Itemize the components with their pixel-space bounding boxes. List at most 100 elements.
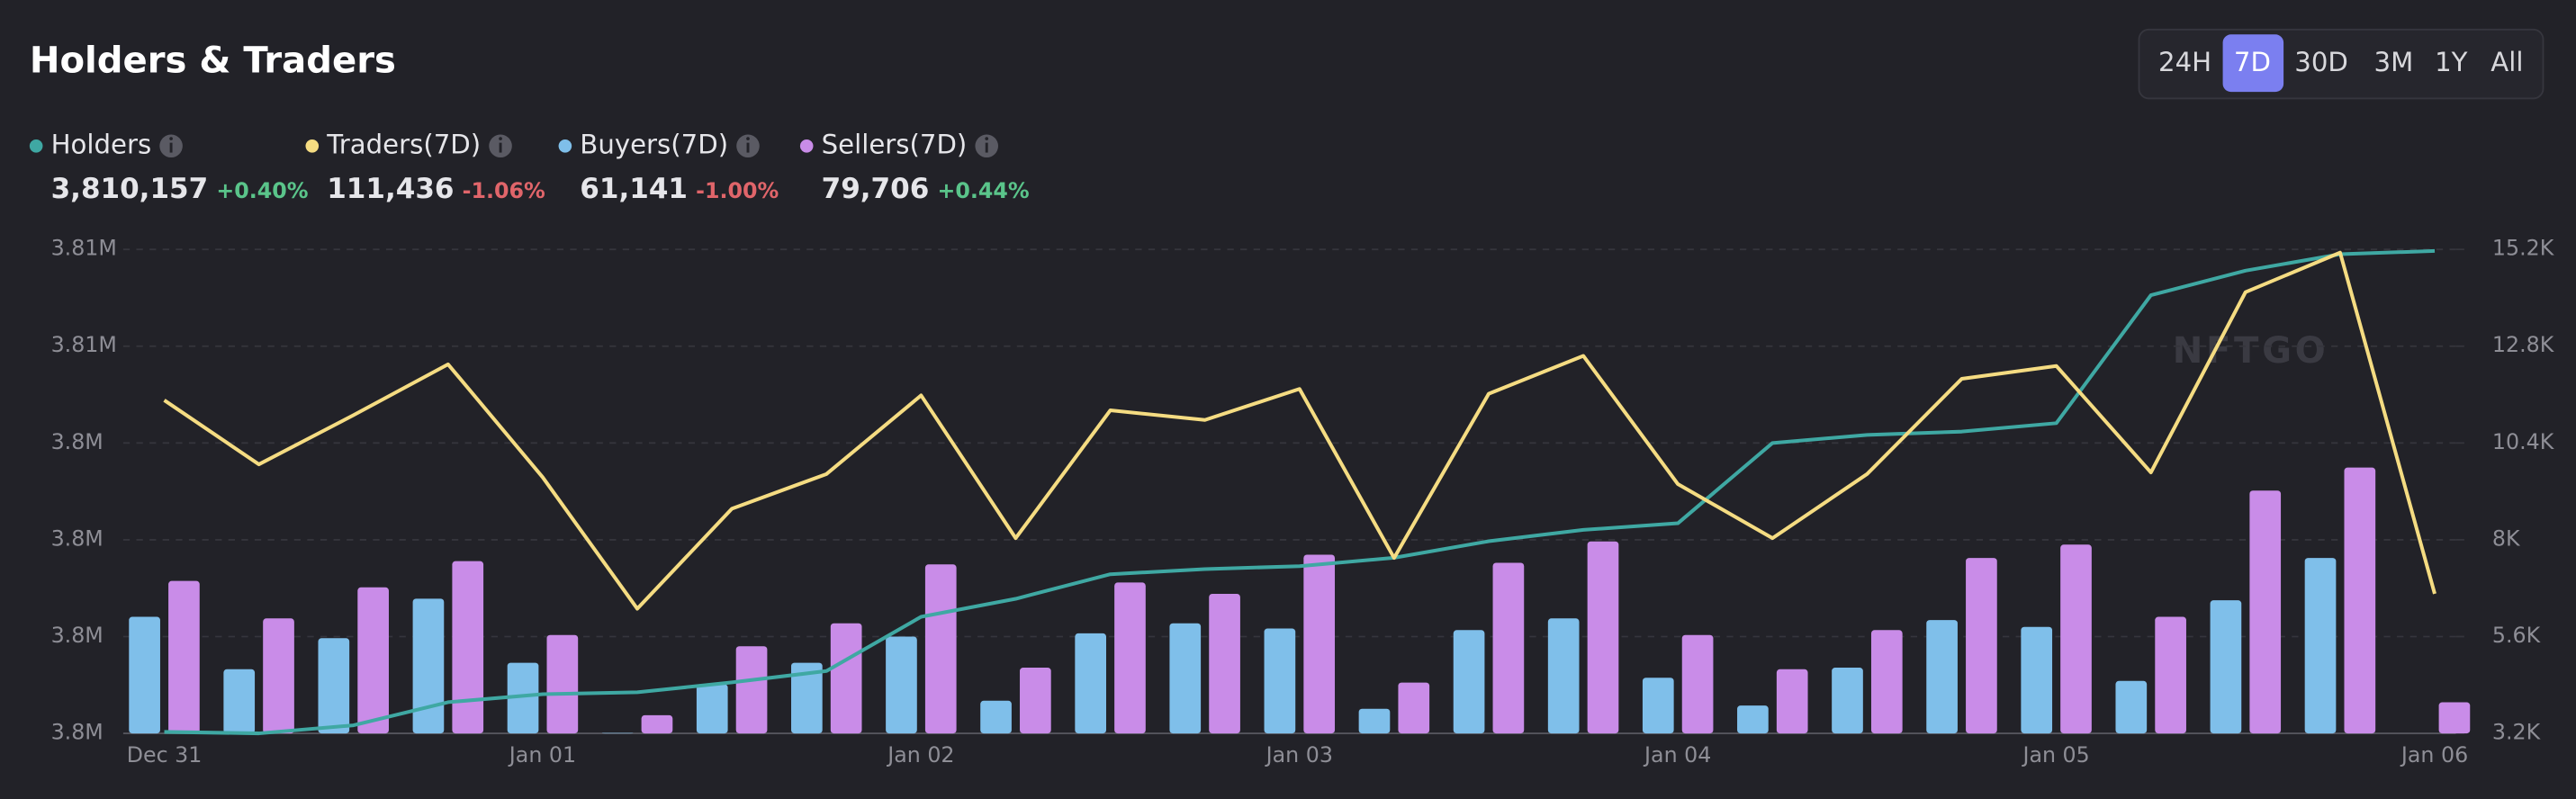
bar — [924, 564, 957, 734]
y-tick-label: 3.8M — [51, 720, 104, 745]
legend-change: +0.44% — [937, 178, 1029, 203]
line-1 — [164, 248, 2436, 736]
y2-tick-label: 12.8K — [2492, 332, 2555, 357]
x-tick-label: Jan 02 — [886, 742, 954, 768]
x-tick-label: Jan 04 — [1643, 742, 1711, 768]
range-button[interactable]: 1Y — [2435, 47, 2468, 77]
bar — [830, 623, 862, 734]
bar — [980, 700, 1012, 734]
legend-total: 111,436 — [327, 173, 454, 205]
bar — [1264, 628, 1296, 734]
y2-tick-label: 5.6K — [2492, 623, 2542, 648]
y-tick-label: 3.81M — [51, 332, 117, 357]
legend-total: 61,141 — [580, 173, 688, 205]
range-button[interactable]: All — [2490, 47, 2523, 77]
line-2 — [163, 250, 2436, 611]
bar — [2115, 680, 2148, 734]
info-icon-dot — [985, 137, 989, 140]
range-button[interactable]: 3M — [2374, 47, 2414, 77]
bar — [1303, 554, 1336, 734]
y2-tick-label: 8K — [2492, 525, 2521, 551]
bar — [791, 662, 823, 734]
legend-total: 79,706 — [822, 173, 930, 205]
legend-label: Buyers(7D) — [580, 129, 728, 159]
y2-tick-label: 10.4K — [2492, 429, 2555, 454]
watermark: NFTGO — [2173, 330, 2329, 372]
x-tick-label: Dec 31 — [127, 742, 203, 768]
legend-dot — [29, 139, 43, 153]
bar — [168, 580, 200, 734]
range-button-active — [2222, 34, 2284, 93]
bar — [2021, 626, 2053, 734]
x-tick-label: Jan 06 — [2400, 742, 2468, 768]
bar — [2210, 600, 2242, 734]
info-icon-dot — [499, 137, 502, 140]
bar — [1776, 669, 1808, 734]
bar — [1398, 682, 1430, 734]
legend-label: Sellers(7D) — [822, 129, 968, 159]
bar — [263, 618, 294, 734]
legend-label: Traders(7D) — [326, 129, 481, 159]
bar — [223, 669, 256, 734]
legend-dot — [558, 139, 572, 153]
legend-total: 3,810,157 — [51, 173, 209, 205]
legend-change: -1.06% — [463, 178, 545, 203]
y-tick-label: 3.8M — [51, 525, 104, 551]
bar — [1492, 562, 1525, 734]
legend-dot — [305, 139, 320, 153]
bar — [2438, 702, 2471, 734]
bar — [1114, 582, 1146, 734]
bar — [1209, 593, 1240, 734]
info-icon-dot — [169, 137, 173, 140]
bar — [696, 684, 728, 734]
y2-tick-label: 3.2K — [2492, 720, 2542, 745]
bar — [412, 598, 445, 734]
bar — [357, 587, 389, 734]
bar — [1737, 705, 1769, 734]
y-tick-label: 3.8M — [51, 429, 104, 454]
bar — [2304, 558, 2337, 734]
legend-change: -1.00% — [696, 178, 779, 203]
bar — [507, 662, 539, 734]
bar — [886, 636, 917, 734]
legend-label: Holders — [51, 129, 152, 159]
x-tick-label: Jan 01 — [508, 742, 576, 768]
y-tick-label: 3.8M — [51, 623, 104, 648]
bar — [1832, 667, 1863, 734]
x-tick-label: Jan 03 — [1265, 742, 1333, 768]
bar — [546, 634, 579, 734]
bar — [1926, 620, 1958, 734]
bar — [1642, 678, 1674, 734]
bar — [1547, 618, 1580, 734]
info-icon-dot — [746, 137, 750, 140]
bar — [318, 638, 350, 734]
chart-title: Holders & Traders — [30, 40, 396, 81]
bar — [1075, 633, 1107, 734]
bar — [1358, 708, 1391, 734]
bar — [1966, 558, 1997, 734]
x-tick-label: Jan 05 — [2021, 742, 2089, 768]
bar — [1020, 667, 1051, 734]
bar — [452, 561, 484, 734]
bar — [2155, 616, 2186, 734]
range-button[interactable]: 30D — [2294, 47, 2348, 77]
bar — [1453, 630, 1485, 734]
bar — [641, 714, 673, 734]
bar — [1681, 634, 1714, 734]
bar — [1169, 623, 1202, 734]
bar — [2249, 490, 2282, 734]
bar — [1587, 541, 1619, 734]
bar — [129, 616, 160, 734]
bar — [2344, 467, 2376, 734]
legend-change: +0.40% — [216, 178, 308, 203]
bar — [1870, 630, 1903, 734]
bar — [2060, 544, 2092, 734]
range-button[interactable]: 24H — [2158, 47, 2211, 77]
range-button[interactable]: 7D — [2234, 47, 2271, 77]
y2-tick-label: 15.2K — [2492, 236, 2555, 261]
legend-dot — [799, 139, 814, 153]
y-tick-label: 3.81M — [51, 236, 117, 261]
bar — [735, 646, 768, 734]
